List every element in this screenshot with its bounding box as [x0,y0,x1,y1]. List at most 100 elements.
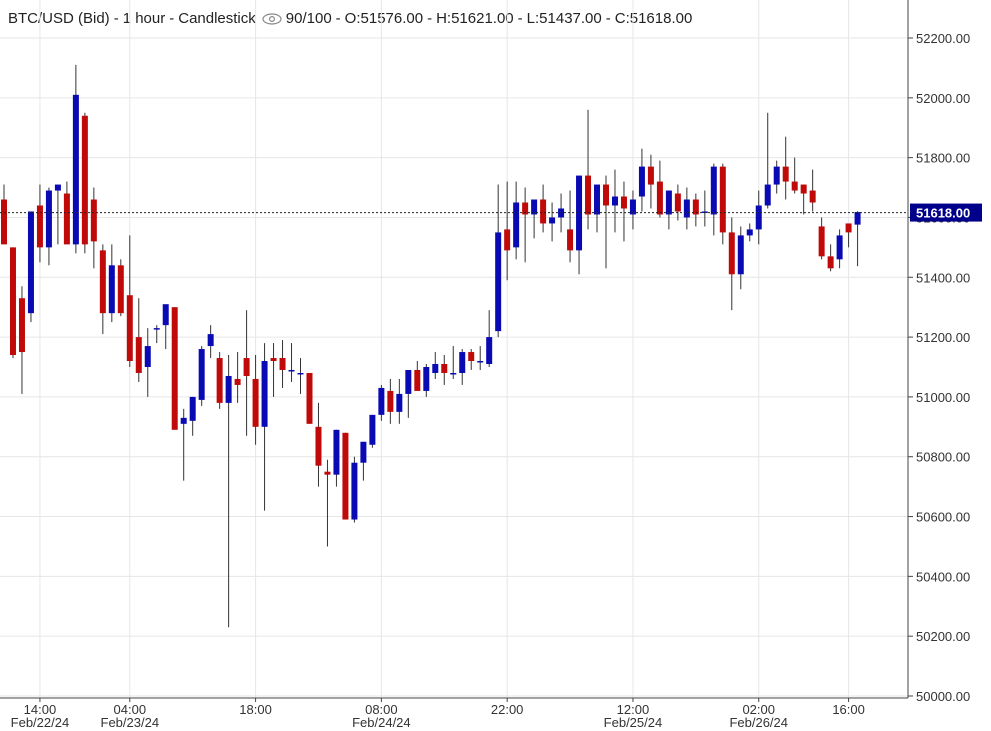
candle-body[interactable] [845,223,852,233]
y-tick-label: 51000.00 [916,390,970,405]
candle-body[interactable] [513,202,520,248]
candle-body[interactable] [1,199,7,245]
candle-body[interactable] [378,387,385,415]
candle-body[interactable] [432,364,439,373]
candle-body[interactable] [800,184,807,194]
candle-body[interactable] [468,352,475,362]
candle-body[interactable] [486,337,493,365]
candle-body[interactable] [279,358,286,370]
candle-body[interactable] [72,94,79,245]
candle-body[interactable] [189,396,196,421]
y-tick-label: 50400.00 [916,569,970,584]
candle-body[interactable] [234,378,241,385]
candle-body[interactable] [162,304,169,326]
candle-body[interactable] [297,372,304,375]
candle-body[interactable] [629,199,636,215]
candle-body[interactable] [45,190,52,248]
candle-body[interactable] [611,196,618,206]
candle-body[interactable] [387,390,394,412]
candle-body[interactable] [360,441,367,463]
candle-body[interactable] [692,199,699,215]
candle-body[interactable] [746,229,753,236]
candle-body[interactable] [836,235,843,260]
candle-body[interactable] [333,429,340,475]
candle-body[interactable] [225,375,232,403]
candle-body[interactable] [135,337,142,373]
candle-body[interactable] [216,358,223,403]
candle-body[interactable] [818,226,825,257]
candle-body[interactable] [153,328,160,330]
candle-body[interactable] [126,295,133,362]
candle-body[interactable] [63,193,70,245]
candle-body[interactable] [791,181,798,191]
candle-body[interactable] [108,265,115,314]
candle-body[interactable] [647,166,654,185]
candle-body[interactable] [594,184,601,215]
candle-body[interactable] [585,175,592,215]
candle-body[interactable] [18,298,25,353]
candle-body[interactable] [719,166,726,233]
candle-body[interactable] [306,372,313,424]
candle-body[interactable] [414,369,421,391]
candle-body[interactable] [620,196,627,209]
candle-body[interactable] [288,369,295,372]
candle-body[interactable] [27,211,34,314]
candle-body[interactable] [144,346,151,367]
candle-body[interactable] [477,361,484,363]
candle-body[interactable] [549,217,556,224]
candle-body[interactable] [540,199,547,224]
candle-body[interactable] [171,307,178,430]
candle-body[interactable] [495,232,502,332]
candle-body[interactable] [674,193,681,212]
candle-body[interactable] [207,334,214,347]
candle-body[interactable] [180,417,187,424]
candle-body[interactable] [782,166,789,182]
candle-body[interactable] [504,229,511,251]
candle-body[interactable] [710,166,717,215]
candle-body[interactable] [351,462,358,520]
candle-body[interactable] [252,378,259,427]
candle-body[interactable] [396,393,403,412]
candle-body[interactable] [656,181,663,215]
candle-body[interactable] [36,205,43,248]
last-price-tag [910,203,982,222]
candle-body[interactable] [827,256,834,269]
candle-body[interactable] [755,205,762,230]
eye-icon[interactable] [262,12,282,25]
candle-body[interactable] [9,247,16,356]
candle-body[interactable] [522,202,529,215]
candle-body[interactable] [764,184,771,206]
candle-body[interactable] [459,352,466,373]
candle-body[interactable] [81,115,88,245]
candle-body[interactable] [405,369,412,394]
candle-body[interactable] [99,250,106,314]
candle-body[interactable] [602,184,609,206]
candle-body[interactable] [728,232,735,275]
candle-body[interactable] [683,199,690,218]
candle-body[interactable] [54,184,61,191]
candle-body[interactable] [638,166,645,197]
candle-body[interactable] [198,349,205,400]
candle-body[interactable] [576,175,583,251]
candle-body[interactable] [270,358,277,362]
candle-body[interactable] [261,361,268,427]
candle-body[interactable] [324,471,331,475]
candle-body[interactable] [450,372,457,375]
candle-body[interactable] [369,414,376,445]
candle-body[interactable] [90,199,97,242]
candle-body[interactable] [567,229,574,251]
candle-body[interactable] [423,367,430,391]
candle-body[interactable] [441,364,448,373]
candle-body[interactable] [773,166,780,185]
candle-body[interactable] [315,426,322,466]
candle-body[interactable] [117,265,124,314]
candle-body[interactable] [665,190,672,215]
candle-body[interactable] [342,432,349,520]
candle-body[interactable] [531,199,538,215]
candle-body[interactable] [243,358,250,376]
chart-style-label[interactable]: Candlestick [178,10,256,27]
candle-body[interactable] [809,190,816,203]
candle-body[interactable] [854,212,861,225]
candle-body[interactable] [737,235,744,275]
